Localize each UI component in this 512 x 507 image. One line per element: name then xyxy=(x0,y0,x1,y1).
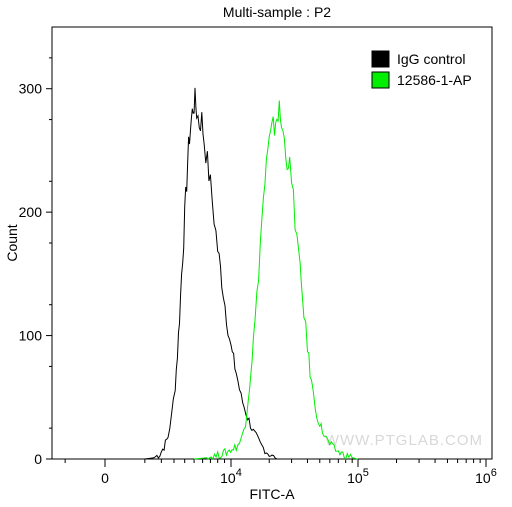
series-line-igg-control xyxy=(144,87,278,460)
x-axis: 0 104 105 106 xyxy=(64,459,497,486)
series-line-12586-1-ap xyxy=(194,100,359,461)
legend-swatch-12586-1-ap xyxy=(371,71,390,89)
series-layer xyxy=(144,87,359,461)
y-tick-label: 100 xyxy=(19,328,43,344)
x-tick-label: 104 xyxy=(220,467,242,486)
legend: IgG control 12586-1-AP xyxy=(371,50,472,89)
y-axis: 0 100 200 300 xyxy=(19,57,52,467)
legend-label-12586-1-ap: 12586-1-AP xyxy=(397,72,472,88)
x-tick-label: 106 xyxy=(475,467,497,486)
legend-swatch-igg-control xyxy=(371,50,390,68)
chart-title: Multi-sample : P2 xyxy=(223,4,331,20)
y-tick-label: 0 xyxy=(34,451,42,467)
y-tick-label: 200 xyxy=(19,204,43,220)
y-tick-label: 300 xyxy=(19,81,43,97)
legend-label-igg-control: IgG control xyxy=(397,51,465,67)
watermark: WWW.PTGLAB.COM xyxy=(325,432,483,449)
plot-frame xyxy=(51,26,493,460)
x-axis-label: FITC-A xyxy=(249,486,295,502)
x-tick-label: 105 xyxy=(347,467,369,486)
x-tick-label: 0 xyxy=(101,470,109,486)
y-axis-label: Count xyxy=(4,224,20,261)
